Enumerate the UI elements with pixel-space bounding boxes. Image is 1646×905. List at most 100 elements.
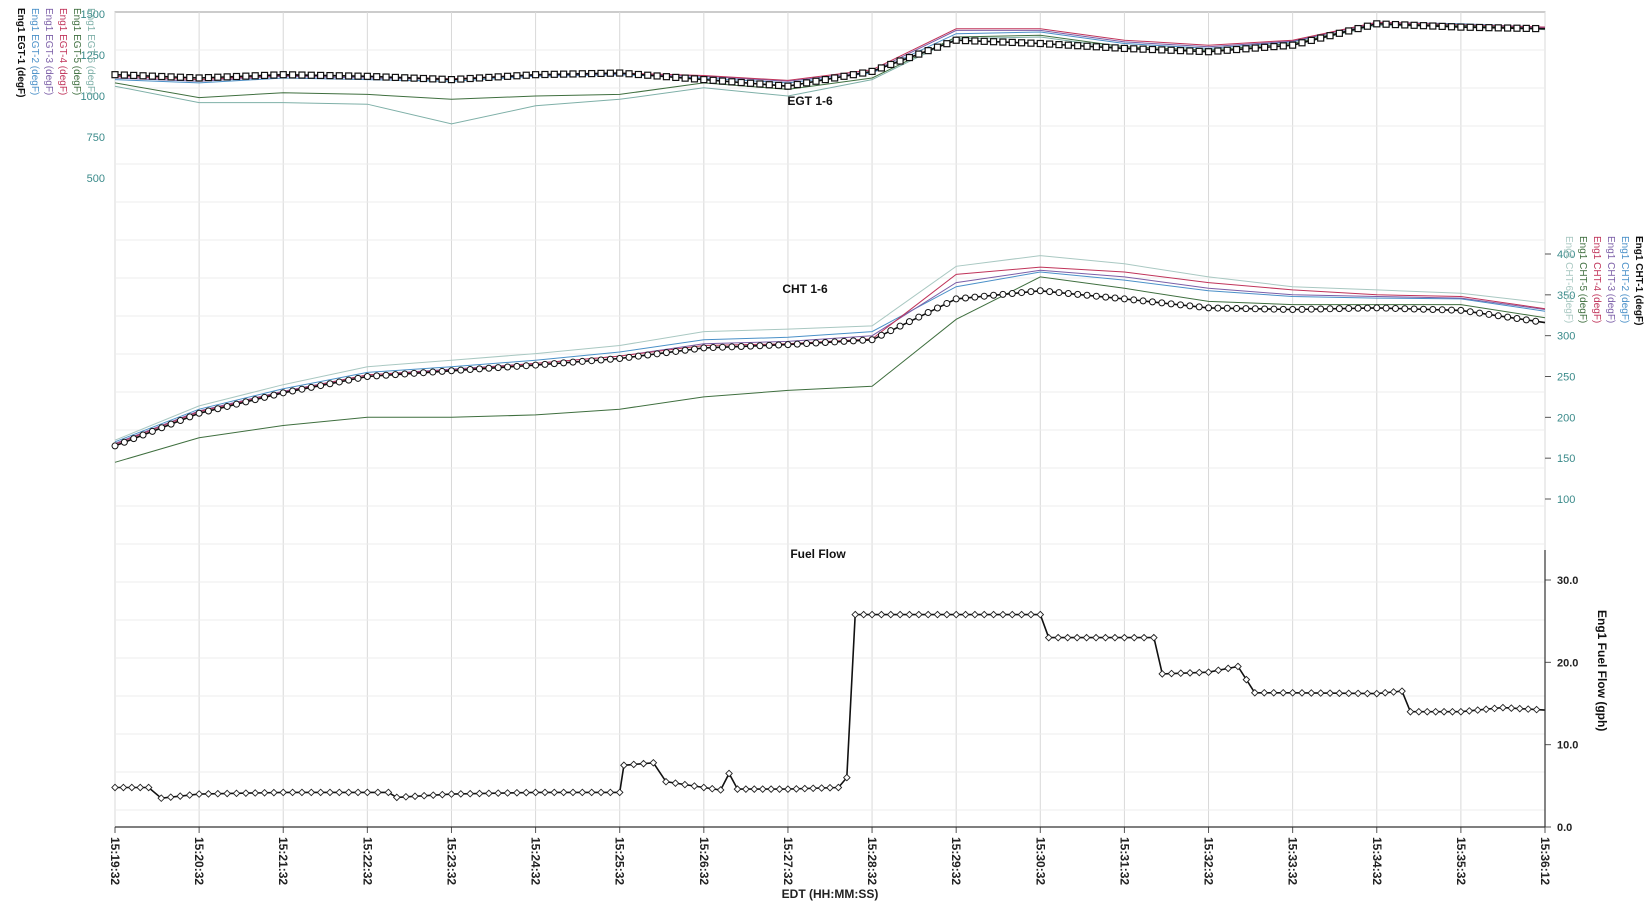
data-point bbox=[1111, 44, 1119, 52]
y-tick-label: 750 bbox=[87, 132, 105, 144]
data-point bbox=[419, 74, 428, 83]
data-point bbox=[532, 361, 540, 369]
data-point bbox=[167, 420, 175, 428]
data-point bbox=[1363, 22, 1372, 30]
data-point bbox=[1335, 689, 1344, 698]
data-point bbox=[896, 322, 904, 330]
data-point bbox=[1260, 688, 1269, 697]
data-point bbox=[1008, 610, 1017, 619]
data-point bbox=[1176, 301, 1184, 309]
data-point bbox=[1224, 664, 1232, 673]
data-point bbox=[1092, 633, 1100, 642]
data-point bbox=[859, 336, 867, 344]
data-point bbox=[1158, 670, 1167, 678]
series-line bbox=[114, 23, 1546, 100]
data-point bbox=[989, 38, 998, 46]
data-point bbox=[629, 760, 638, 769]
data-point bbox=[1140, 633, 1148, 642]
data-point bbox=[1466, 308, 1474, 316]
data-point bbox=[1242, 45, 1250, 53]
data-point bbox=[990, 291, 998, 299]
data-point bbox=[251, 789, 260, 797]
data-point bbox=[560, 359, 568, 367]
data-point bbox=[868, 610, 876, 619]
series-line bbox=[114, 21, 1546, 84]
axes-layer bbox=[114, 253, 1551, 833]
data-point bbox=[144, 783, 153, 792]
data-point bbox=[260, 788, 269, 797]
x-axis-label: EDT (HH:MM:SS) bbox=[782, 887, 879, 901]
data-point bbox=[335, 72, 343, 80]
data-point bbox=[1233, 304, 1241, 312]
data-point bbox=[578, 357, 586, 365]
data-point bbox=[392, 793, 401, 802]
data-point bbox=[354, 72, 362, 80]
data-point bbox=[429, 791, 438, 800]
x-tick-label: 15:25:32 bbox=[613, 837, 627, 885]
data-point bbox=[429, 75, 437, 83]
legend-entry: Eng1 EGT-6 (degF) bbox=[85, 8, 96, 95]
data-point bbox=[606, 69, 614, 77]
data-point bbox=[1401, 21, 1409, 29]
legend-entry: Eng1 CHT-1 (degF) bbox=[1633, 236, 1644, 325]
data-point bbox=[831, 74, 839, 82]
x-tick-label: 15:30:32 bbox=[1033, 837, 1047, 885]
data-point bbox=[1326, 689, 1334, 697]
data-point bbox=[877, 331, 885, 339]
data-point bbox=[531, 788, 540, 797]
data-point bbox=[1102, 293, 1110, 301]
data-point bbox=[1270, 43, 1278, 51]
data-point bbox=[1335, 305, 1343, 313]
series-layer bbox=[111, 20, 1546, 803]
data-point bbox=[1289, 306, 1297, 314]
data-point bbox=[569, 70, 577, 78]
data-point bbox=[1504, 313, 1512, 321]
data-point bbox=[896, 610, 904, 619]
data-point bbox=[1382, 304, 1390, 312]
data-point bbox=[971, 293, 979, 301]
data-point bbox=[1261, 43, 1269, 51]
data-point bbox=[176, 417, 184, 425]
data-point bbox=[1186, 669, 1194, 677]
data-point bbox=[288, 788, 297, 797]
data-point bbox=[803, 79, 811, 87]
data-point bbox=[887, 60, 895, 69]
data-point bbox=[1027, 288, 1035, 296]
data-point bbox=[725, 769, 733, 778]
data-point bbox=[933, 610, 942, 619]
data-point bbox=[1485, 24, 1493, 32]
data-point bbox=[859, 69, 867, 77]
data-point bbox=[817, 784, 826, 792]
data-point bbox=[733, 785, 742, 793]
y-tick-label: 250 bbox=[1557, 372, 1575, 384]
legend-entry: Eng1 EGT-3 (degF) bbox=[43, 8, 54, 95]
data-point bbox=[167, 73, 175, 81]
data-point bbox=[307, 383, 315, 391]
data-point bbox=[1326, 305, 1334, 313]
y-tick-label: 1000 bbox=[81, 91, 105, 103]
data-point bbox=[111, 71, 119, 79]
data-point bbox=[1457, 306, 1465, 314]
data-point bbox=[821, 338, 829, 346]
series-line bbox=[114, 271, 1546, 443]
data-point bbox=[1289, 41, 1297, 49]
data-point bbox=[204, 790, 213, 798]
legend-entry: Eng1 CHT-6 (degF) bbox=[1563, 236, 1574, 323]
data-point bbox=[716, 786, 725, 794]
data-point bbox=[758, 785, 767, 793]
data-point bbox=[784, 82, 792, 90]
y-tick-label: 1500 bbox=[81, 9, 105, 21]
data-point bbox=[699, 783, 708, 792]
data-point bbox=[793, 80, 801, 89]
data-point bbox=[961, 37, 970, 45]
data-point bbox=[522, 788, 531, 797]
data-point bbox=[233, 400, 241, 408]
data-point bbox=[242, 398, 250, 406]
data-point bbox=[662, 73, 671, 81]
data-point bbox=[326, 380, 334, 388]
data-point bbox=[700, 75, 708, 84]
data-point bbox=[784, 341, 792, 349]
x-tick-label: 15:22:32 bbox=[360, 837, 374, 885]
data-point bbox=[1448, 306, 1456, 314]
data-point bbox=[952, 610, 961, 619]
